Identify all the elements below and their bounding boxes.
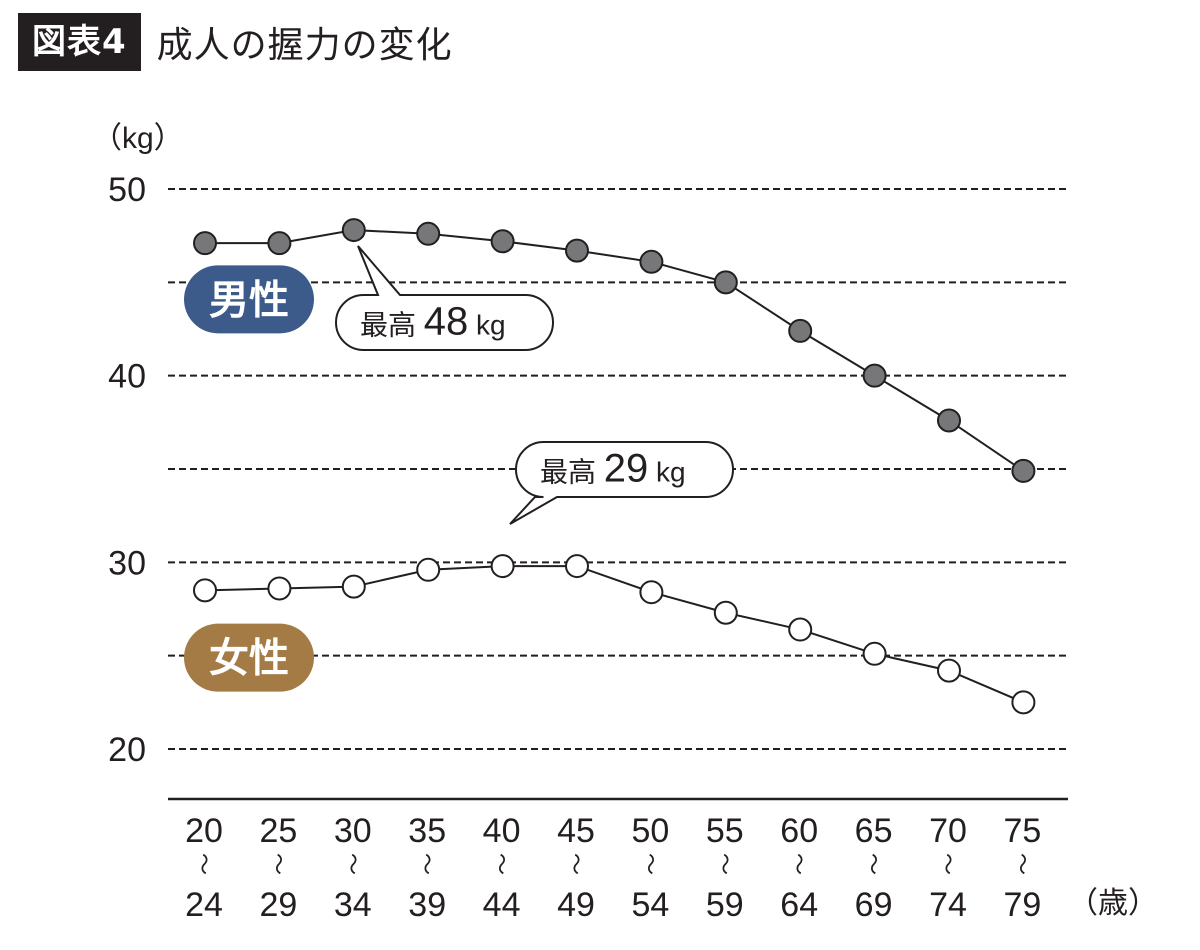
- data-point-male: [937, 408, 961, 433]
- x-tick-label: 40: [483, 812, 521, 850]
- data-point-male: [416, 221, 441, 246]
- data-point-female: [788, 617, 813, 642]
- callout-female-max-text: 最高 29 kg: [540, 447, 686, 491]
- data-point-male: [639, 249, 664, 274]
- y-tick-label: 30: [108, 544, 146, 582]
- x-tick-label: 45: [557, 812, 595, 850]
- x-tick-separator: 〜: [861, 853, 886, 875]
- x-tick-label: 55: [706, 812, 744, 850]
- y-tick-label: 50: [108, 171, 146, 209]
- data-point-female: [862, 641, 887, 666]
- data-point-male: [1011, 458, 1036, 483]
- data-point-female: [490, 554, 515, 579]
- data-point-male: [267, 231, 292, 256]
- data-point-female: [416, 557, 441, 582]
- x-tick-separator: 〜: [563, 853, 588, 875]
- x-tick-label: 64: [780, 886, 818, 924]
- data-point-female: [267, 576, 292, 601]
- x-tick-label: 49: [557, 886, 595, 924]
- x-tick-label: 60: [780, 812, 818, 850]
- series-line-male: [205, 229, 1024, 472]
- x-tick-label: 65: [855, 812, 893, 850]
- x-tick-label: 29: [259, 886, 297, 924]
- x-tick-separator: 〜: [191, 853, 216, 875]
- x-axis-label: （歳）: [1068, 887, 1158, 920]
- legend-label-female: 女性: [209, 637, 289, 681]
- data-point-male: [490, 229, 515, 254]
- data-point-female: [1011, 690, 1036, 715]
- x-tick-label: 79: [1003, 886, 1041, 924]
- figure-header: 図表4 成人の握力の変化: [18, 12, 453, 72]
- data-point-female: [937, 658, 961, 683]
- x-tick-label: 25: [259, 812, 297, 850]
- x-tick-label: 74: [929, 886, 967, 924]
- x-tick-label: 54: [631, 886, 669, 924]
- x-tick-label: 20: [185, 812, 223, 850]
- x-tick-label: 30: [334, 812, 372, 850]
- x-tick-separator: 〜: [265, 853, 290, 875]
- series-line-female: [204, 565, 1024, 704]
- data-point-female: [713, 600, 738, 625]
- x-tick-label: 44: [483, 886, 521, 924]
- x-tick-label: 69: [855, 886, 893, 924]
- legend-pill-male: [184, 265, 314, 334]
- callout-male-max-bubble: [335, 245, 554, 351]
- data-point-female: [341, 574, 366, 599]
- x-tick-separator: 〜: [489, 853, 514, 875]
- x-tick-label: 34: [334, 886, 372, 924]
- x-tick-label: 70: [929, 812, 967, 850]
- x-tick-label: 75: [1003, 812, 1041, 850]
- data-point-male: [341, 218, 366, 243]
- y-tick-label: 40: [108, 358, 146, 396]
- callout-female-max-bubble: [509, 441, 734, 525]
- y-tick-label: 20: [108, 731, 146, 769]
- x-tick-label: 35: [408, 812, 446, 850]
- legend-pill-female: [184, 623, 314, 692]
- legend-label-male: 男性: [209, 278, 289, 322]
- figure-label: 図表4: [18, 13, 141, 71]
- x-tick-separator: 〜: [712, 853, 737, 875]
- x-tick-separator: 〜: [637, 853, 662, 875]
- x-tick-separator: 〜: [935, 853, 960, 875]
- x-tick-label: 24: [185, 886, 223, 924]
- x-tick-label: 50: [631, 812, 669, 850]
- x-tick-separator: 〜: [1009, 853, 1034, 875]
- data-point-male: [565, 238, 589, 263]
- data-point-female: [565, 554, 589, 579]
- data-point-male: [862, 363, 887, 388]
- data-point-male: [788, 318, 813, 343]
- y-axis-label: （kg）: [92, 122, 184, 155]
- chart-title: 成人の握力の変化: [156, 25, 453, 66]
- callout-male-max-text: 最高 48 kg: [360, 300, 506, 344]
- x-tick-separator: 〜: [414, 853, 439, 875]
- data-point-male: [193, 231, 217, 256]
- x-tick-separator: 〜: [340, 853, 365, 875]
- x-tick-separator: 〜: [786, 853, 811, 875]
- x-tick-label: 59: [706, 886, 744, 924]
- x-tick-label: 39: [408, 886, 446, 924]
- data-point-female: [639, 580, 664, 605]
- data-point-male: [713, 270, 738, 295]
- data-point-female: [193, 578, 217, 603]
